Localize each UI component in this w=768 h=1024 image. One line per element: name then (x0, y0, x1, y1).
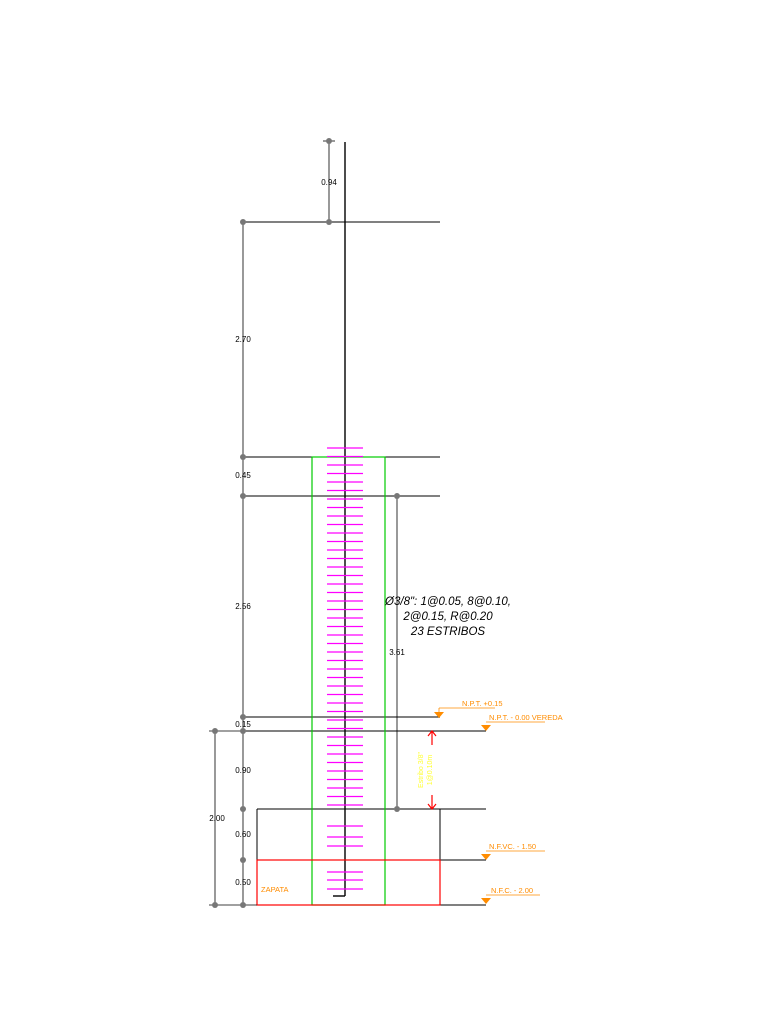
level-text-nfc: N.F.C. - 2.00 (491, 886, 533, 895)
dim-text-361: 3.61 (389, 648, 405, 657)
dim-text-094: 0.94 (321, 178, 337, 187)
level-marker-nfvc: N.F.VC. - 1.50 (481, 842, 545, 860)
dim-text-256: 2.56 (235, 602, 251, 611)
dim-node (240, 714, 246, 720)
dim-text-050: 0.50 (235, 878, 251, 887)
stirrup-note-line3: 23 ESTRIBOS (410, 626, 485, 638)
level-text-nfvc: N.F.VC. - 1.50 (489, 842, 536, 851)
dim-node (240, 728, 246, 734)
dim-node (240, 219, 246, 225)
dim-node (240, 806, 246, 812)
dim-node (240, 454, 246, 460)
level-triangle-icon (481, 725, 491, 731)
dim-text-045: 0.45 (235, 471, 251, 480)
footing-outline (256, 859, 441, 906)
level-marker-nfc: N.F.C. - 2.00 (481, 886, 540, 904)
dim-text-200: 2.00 (209, 814, 225, 823)
dim-node (326, 219, 332, 225)
dim-node (394, 493, 400, 499)
zapata-label: ZAPATA (261, 885, 289, 894)
dim-node (240, 493, 246, 499)
stirrup-note-line2: 2@0.15, R@0.20 (402, 611, 493, 623)
level-text-npt: N.P.T. +0.15 (462, 699, 503, 708)
rotated-note: Estribo 3/8" 1@0.10m (418, 752, 434, 788)
dim-node (212, 728, 218, 734)
stirrups-group (327, 447, 363, 890)
dim-text-060: 0.60 (235, 830, 251, 839)
red-arrow-icon (427, 730, 437, 737)
red-arrow-icon (427, 803, 437, 810)
dim-node (240, 857, 246, 863)
dim-text-090: 0.90 (235, 766, 251, 775)
red-arrows (427, 730, 437, 810)
dim-node (326, 138, 332, 144)
stirrup-note-line1: Ø3/8": 1@0.05, 8@0.10, (384, 596, 511, 608)
level-triangle-icon (481, 854, 491, 860)
level-marker-vereda: N.P.T. - 0.00 VEREDA (481, 713, 563, 731)
dim-node (240, 902, 246, 908)
level-text-vereda: N.P.T. - 0.00 VEREDA (489, 713, 563, 722)
dim-node (212, 902, 218, 908)
dim-text-270: 2.70 (235, 335, 251, 344)
dim-text-015: 0.15 (235, 720, 251, 729)
dimension-lines (209, 140, 398, 906)
level-lines (243, 221, 486, 906)
dimension-texts: 0.94 2.70 0.45 2.56 0.15 0.90 0.60 0.50 … (209, 178, 405, 887)
stirrup-note: Ø3/8": 1@0.05, 8@0.10, 2@0.15, R@0.20 23… (384, 596, 511, 638)
rotated-note-line1: Estribo 3/8" (418, 752, 425, 788)
level-marker-npt: N.P.T. +0.15 (434, 699, 503, 718)
dimension-nodes (212, 138, 400, 908)
dim-node (394, 806, 400, 812)
level-triangle-icon (481, 898, 491, 904)
rotated-note-line2: 1@0.10m (427, 755, 434, 786)
